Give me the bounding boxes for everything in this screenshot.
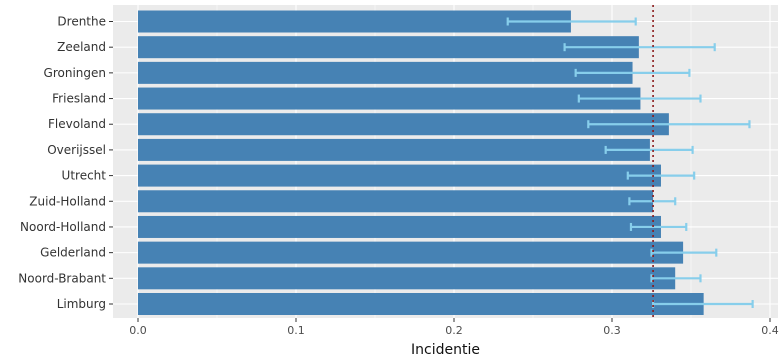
error-bars <box>506 17 754 308</box>
y-tick-label: Overijssel <box>47 143 106 157</box>
error-bar-noord-brabant <box>650 274 702 283</box>
x-tick-label: 0.2 <box>445 324 463 337</box>
error-bar-gelderland <box>650 248 718 257</box>
bar-gelderland <box>138 241 684 264</box>
bar-zeeland <box>138 36 639 59</box>
bars <box>138 10 704 315</box>
bar-zuid-holland <box>138 190 654 213</box>
y-tick-label: Noord-Holland <box>20 220 106 234</box>
y-tick-label: Zeeland <box>57 40 106 54</box>
bar-overijssel <box>138 138 650 161</box>
error-bar-flevoland <box>587 120 751 129</box>
x-axis-title: Incidentie <box>411 342 480 358</box>
bar-noord-holland <box>138 215 661 238</box>
error-bar-groningen <box>574 68 691 77</box>
error-bar-friesland <box>577 94 702 103</box>
x-tick-label: 0.4 <box>761 324 779 337</box>
y-tick-label: Utrecht <box>62 169 107 183</box>
bar-groningen <box>138 61 633 84</box>
bar-drenthe <box>138 10 571 33</box>
bar-noord-brabant <box>138 267 676 290</box>
bar-limburg <box>138 293 704 315</box>
y-axis-ticks: Drenthe Zeeland Groningen Friesland Flevolan… <box>18 15 113 311</box>
y-tick-label: Groningen <box>44 66 106 80</box>
x-tick-label: 0.3 <box>603 324 621 337</box>
x-tick-label: 0.1 <box>287 324 305 337</box>
y-tick-label: Flevoland <box>48 117 106 131</box>
y-tick-label: Gelderland <box>40 246 106 260</box>
error-bar-utrecht <box>626 171 696 180</box>
y-tick-label: Drenthe <box>57 15 106 29</box>
x-tick-label: 0.0 <box>129 324 147 337</box>
y-tick-label: Friesland <box>52 92 106 106</box>
x-axis-ticks: 0.0 0.1 0.2 0.3 0.4 <box>129 318 779 337</box>
bar-friesland <box>138 87 641 110</box>
bar-utrecht <box>138 164 661 187</box>
error-bar-drenthe <box>506 17 637 26</box>
bar-flevoland <box>138 113 669 136</box>
error-bar-noord-holland <box>629 222 688 231</box>
y-tick-label: Zuid-Holland <box>29 194 106 208</box>
error-bar-zeeland <box>563 43 716 52</box>
y-tick-label: Noord-Brabant <box>18 271 106 285</box>
error-bar-overijssel <box>604 145 694 154</box>
y-tick-label: Limburg <box>57 297 106 311</box>
